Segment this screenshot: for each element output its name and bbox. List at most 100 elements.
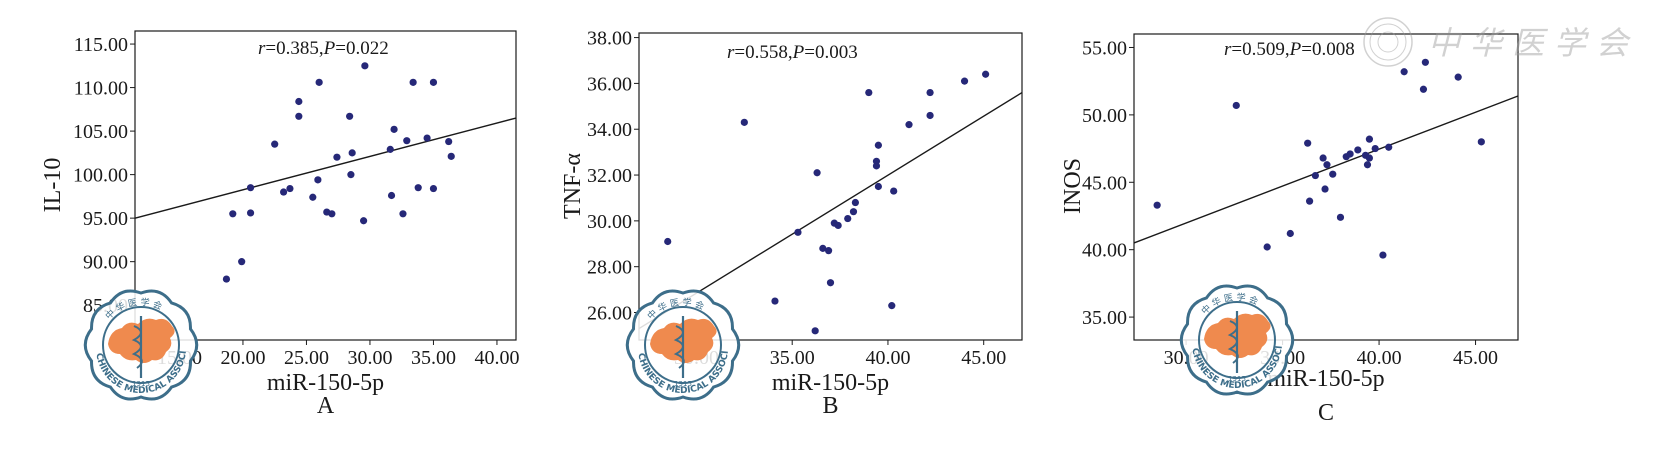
x-tick-label-a: 30.00 [347, 347, 392, 369]
data-point-a [238, 258, 246, 266]
y-tick-label-b: 36.00 [587, 73, 632, 95]
x-tick-label-b: 40.00 [865, 347, 910, 369]
y-tick-label-b: 26.00 [587, 303, 632, 325]
x-tick-label-b: 30.00 [674, 347, 719, 369]
data-point-b [811, 327, 819, 335]
x-tick-label-a: 35.00 [411, 347, 456, 369]
panel-b: 26.00 28.00 30.00 32.00 34.00 36.00 38.00 30.00… [560, 0, 1120, 459]
regression-line-b [638, 91, 1023, 330]
correlation-annotation-c: r=0.509,P=0.008 [1224, 39, 1355, 60]
data-point-a [333, 153, 341, 161]
data-point-a [429, 184, 438, 193]
data-point-b [872, 157, 881, 165]
chart-b-svg: 26.00 28.00 30.00 32.00 34.00 36.00 38.00 30.00… [560, 28, 1023, 419]
plot-frame-b [638, 32, 1023, 341]
plot-frame-c [1133, 33, 1519, 341]
data-point-c [1321, 185, 1329, 193]
data-point-b [849, 208, 858, 216]
cma-watermark-logo: 中华医学会 [1358, 12, 1658, 72]
regression-line-a [134, 117, 517, 219]
data-point-b [813, 169, 821, 177]
data-point-c [1385, 143, 1393, 151]
data-point-a [229, 210, 237, 218]
data-point-a [309, 193, 317, 201]
correlation-annotation-b: r=0.558,P=0.003 [727, 42, 858, 63]
data-point-c [1365, 135, 1374, 143]
data-point-c [1400, 68, 1408, 76]
data-point-a [447, 152, 455, 160]
y-tick-label-a: 115.00 [74, 34, 128, 56]
data-point-b [834, 221, 842, 230]
x-tick-label-b: 35.00 [770, 347, 815, 369]
y-axis-title-b: TNF-α [560, 153, 586, 219]
data-point-b [905, 121, 913, 129]
data-point-c [1232, 101, 1240, 110]
data-point-b [664, 237, 672, 246]
data-point-b [890, 187, 898, 195]
data-point-a [390, 125, 398, 133]
data-point-a [328, 210, 336, 218]
x-tick-label-c: 30.00 [1164, 347, 1209, 369]
data-point-a [279, 188, 288, 196]
data-point-a [246, 209, 255, 217]
data-point-c [1153, 201, 1161, 209]
y-tick-label-c: 45.00 [1082, 172, 1127, 194]
data-point-a [429, 78, 438, 86]
data-point-b [888, 302, 896, 310]
data-point-b [874, 182, 882, 191]
data-point-a [347, 171, 355, 179]
data-point-b [926, 111, 934, 120]
x-tick-label-b: 45.00 [961, 347, 1006, 369]
y-tick-label-a: 100.00 [73, 165, 128, 187]
data-point-b [771, 297, 779, 305]
data-point-b [740, 118, 748, 126]
data-point-a [445, 137, 453, 146]
y-tick-label-a: 95.00 [83, 208, 128, 230]
data-point-a [246, 184, 255, 192]
data-point-a [399, 210, 407, 218]
data-point-b [865, 88, 873, 97]
y-tick-label-c: 55.00 [1082, 37, 1127, 59]
data-point-c [1336, 213, 1345, 221]
data-point-a [295, 97, 303, 106]
data-point-b [824, 247, 833, 255]
panel-a: 85.00 90.00 95.00 100.00 105.00 110.00 115.00 1… [0, 0, 560, 459]
data-point-a [361, 62, 369, 70]
data-point-a [403, 137, 411, 145]
data-point-c [1454, 73, 1462, 81]
data-point-c [1304, 139, 1312, 147]
data-point-b [844, 214, 852, 223]
data-point-c [1263, 243, 1271, 251]
x-tick-label-a: 25.00 [284, 347, 329, 369]
y-tick-label-a: 105.00 [73, 121, 128, 143]
x-tick-label-c: 45.00 [1453, 347, 1498, 369]
data-point-c [1323, 161, 1331, 169]
plot-frame-a [134, 30, 517, 341]
data-point-a [387, 191, 396, 200]
y-tick-label-b: 34.00 [587, 119, 632, 141]
y-tick-label-c: 50.00 [1082, 105, 1127, 127]
data-point-a [314, 176, 322, 184]
data-point-c [1379, 251, 1387, 259]
data-point-c [1363, 161, 1372, 169]
data-point-a [222, 275, 231, 283]
data-point-c [1286, 229, 1294, 238]
x-axis-title-a: miR-150-5p [267, 370, 384, 396]
data-point-c [1419, 85, 1428, 93]
data-point-a [360, 217, 368, 225]
data-point-c [1329, 170, 1337, 178]
y-tick-label-c: 40.00 [1082, 240, 1127, 262]
data-point-c [1371, 144, 1379, 153]
data-point-a [315, 78, 323, 86]
data-point-a [414, 184, 422, 192]
data-point-a [346, 112, 354, 120]
chart-a-svg: 85.00 90.00 95.00 100.00 105.00 110.00 115.00 1… [40, 30, 519, 419]
data-point-a [348, 149, 356, 157]
y-tick-label-a: 85.00 [83, 295, 128, 317]
x-tick-label-a: 15.00 [157, 347, 202, 369]
regression-line-c [1133, 95, 1519, 244]
y-tick-label-b: 30.00 [587, 211, 632, 233]
panel-label-c: C [1318, 400, 1334, 426]
watermark-text: 中华医学会 [1428, 24, 1638, 62]
